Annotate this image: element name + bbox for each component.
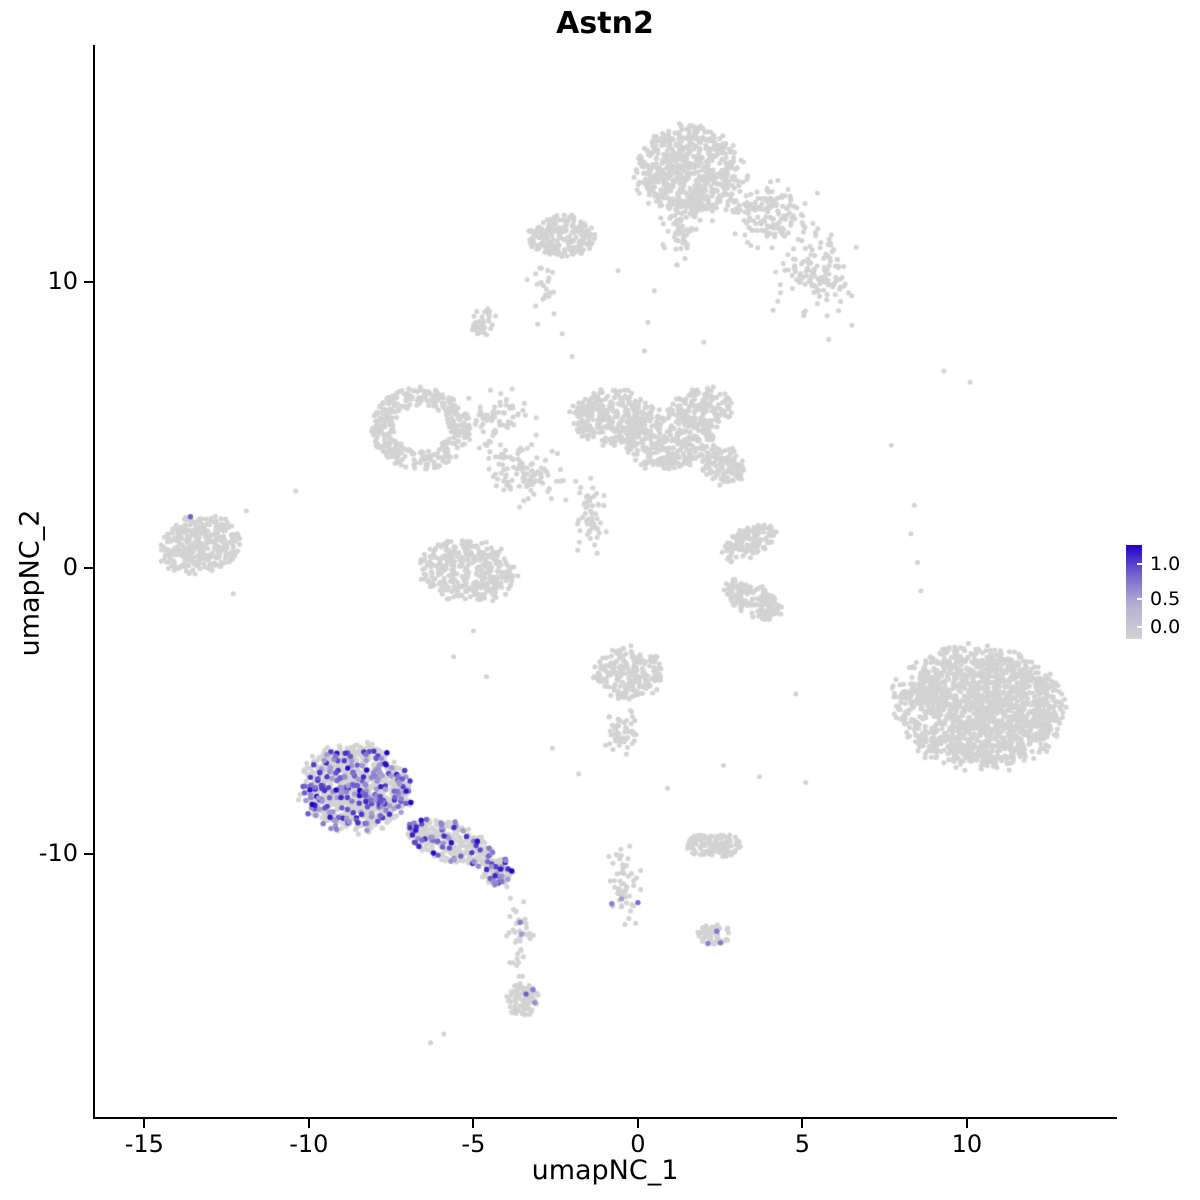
y-tick-label: -10 (38, 839, 78, 867)
legend-tick-mark (1137, 597, 1142, 600)
y-tick-label: 10 (47, 267, 78, 296)
x-tick-label: -10 (289, 1130, 329, 1158)
y-tick-mark (84, 281, 93, 284)
legend-tick-mark (1137, 625, 1142, 628)
legend-gradient-bar (1126, 545, 1142, 639)
x-tick-mark (965, 1119, 968, 1128)
x-tick-label: -5 (461, 1130, 486, 1158)
y-axis-title: umapNC_2 (14, 509, 46, 657)
legend-tick-label: 0.5 (1150, 587, 1181, 610)
x-tick-label: -15 (124, 1130, 164, 1158)
x-tick-mark (472, 1119, 475, 1128)
plot-title: Astn2 (556, 6, 654, 41)
y-tick-label: 0 (62, 553, 78, 582)
x-tick-label: 5 (794, 1130, 811, 1158)
x-axis-line (93, 1117, 1117, 1119)
y-axis-line (93, 45, 95, 1119)
y-tick-mark (84, 853, 93, 855)
x-tick-mark (143, 1119, 146, 1128)
x-axis-title: umapNC_1 (531, 1155, 679, 1186)
legend-tick-label: 1.0 (1150, 552, 1181, 575)
x-tick-label: 10 (951, 1130, 983, 1158)
x-tick-mark (307, 1119, 310, 1128)
legend-tick-label: 0.0 (1150, 615, 1181, 638)
legend-tick-mark (1137, 562, 1142, 565)
expression-legend: 1.0 0.5 0.0 (1126, 545, 1200, 645)
x-tick-mark (636, 1119, 639, 1128)
y-tick-mark (84, 567, 93, 570)
x-tick-label: 0 (630, 1130, 646, 1158)
x-tick-mark (801, 1119, 804, 1128)
